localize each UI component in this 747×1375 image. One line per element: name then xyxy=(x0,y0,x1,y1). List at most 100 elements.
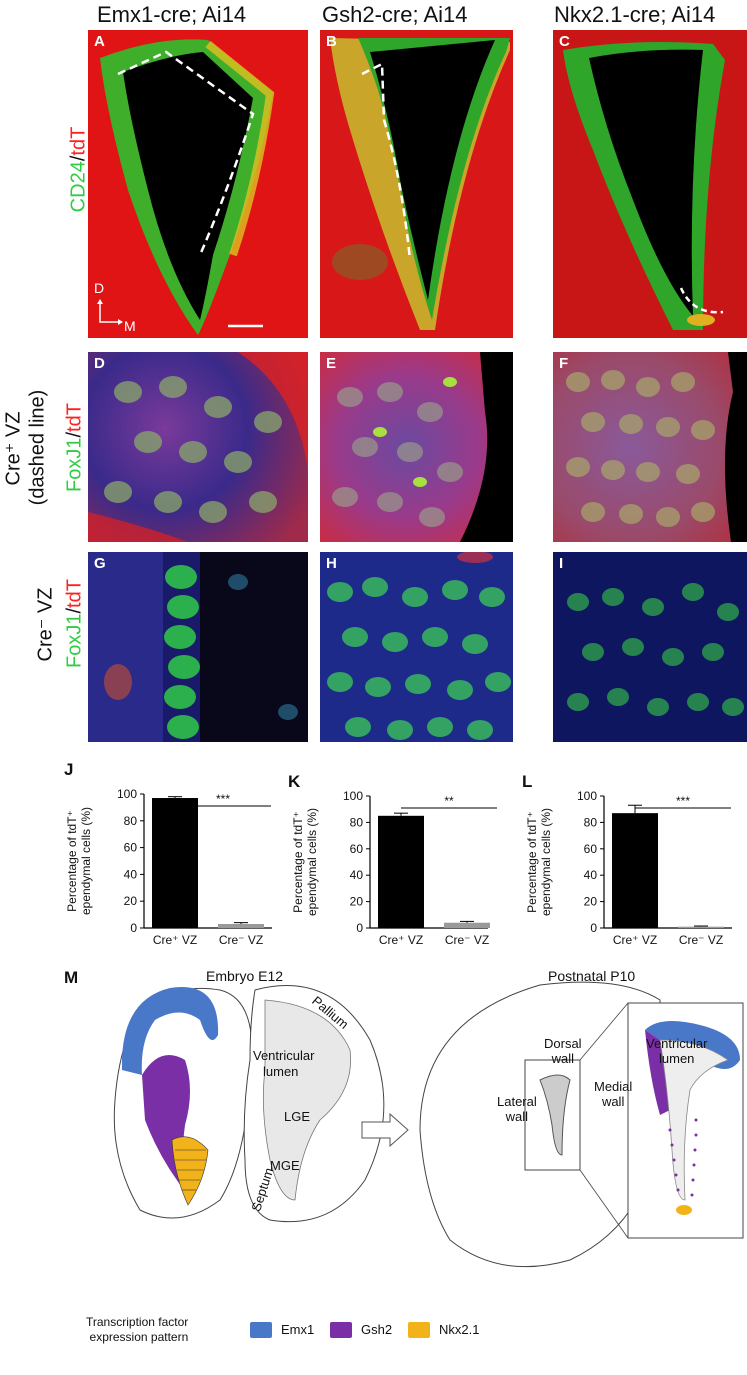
y-tick-label: 60 xyxy=(584,842,598,856)
orientation-medial-label: M xyxy=(124,318,136,334)
y-tick-label: 80 xyxy=(350,815,364,829)
panel-d-cre-pos-emx1: D xyxy=(88,352,308,542)
panel-letter-j: J xyxy=(64,760,74,779)
y-tick-label: 40 xyxy=(584,868,598,882)
lumen-label: lumen xyxy=(263,1064,299,1079)
inset-ventricular-lumen-label: Ventricular lumen xyxy=(646,1036,708,1066)
cells-image-i xyxy=(567,583,744,716)
panel-h-cre-neg-gsh2: H xyxy=(320,552,513,742)
panel-letter-h: H xyxy=(326,555,337,572)
legend-title: Transcription factor expression pattern xyxy=(86,1315,189,1344)
nkx21-region xyxy=(171,1136,209,1206)
panel-letter-l: L xyxy=(522,772,533,791)
significance-label: *** xyxy=(676,794,690,808)
y-tick-label: 100 xyxy=(343,789,363,803)
y-tick-label: 100 xyxy=(117,787,137,801)
bar xyxy=(378,815,424,928)
panel-b-gsh2-ventricle: B xyxy=(320,30,513,338)
row-label-foxj1-tdt-1: FoxJ1/tdT xyxy=(63,403,86,492)
bar xyxy=(218,923,264,928)
row-label-cre-neg-vz: Cre⁻ VZ xyxy=(34,587,57,662)
y-tick-label: 0 xyxy=(130,921,137,935)
x-tick-label: Cre⁺ VZ xyxy=(153,933,197,947)
emx1-region xyxy=(121,986,219,1075)
lateral-wall-label: Lateral wall xyxy=(497,1094,537,1124)
x-tick-label: Cre⁻ VZ xyxy=(445,933,489,947)
column-title-gsh2: Gsh2-cre; Ai14 xyxy=(322,2,468,27)
y-axis-label-line2: ependymal cells (%) xyxy=(305,808,319,916)
panel-letter-c: C xyxy=(559,33,570,50)
panel-letter-i: I xyxy=(559,555,564,572)
row-label-cre-pos-vz: Cre⁺ VZ xyxy=(2,411,25,486)
orientation-dorsal-label: D xyxy=(94,280,105,296)
y-axis-label-line1: Percentage of tdT⁺ xyxy=(291,811,305,913)
y-tick-label: 20 xyxy=(124,894,138,908)
panel-letter-m: M xyxy=(64,968,79,987)
postnatal-title: Postnatal P10 xyxy=(548,968,636,984)
legend-label-emx1: Emx1 xyxy=(281,1322,315,1337)
panel-letter-e: E xyxy=(326,355,337,372)
ventricular-label: Ventricular xyxy=(253,1048,315,1063)
lge-label: LGE xyxy=(284,1109,311,1124)
bar-chart-l: 0 20 40 60 80 100 Percentage of tdT⁺ ependymal … xyxy=(525,789,732,947)
y-tick-label: 100 xyxy=(577,789,597,803)
x-tick-label: Cre⁺ VZ xyxy=(613,933,657,947)
panel-e-cre-pos-gsh2: E xyxy=(320,352,513,542)
y-tick-label: 80 xyxy=(124,814,138,828)
legend-label-gsh2: Gsh2 xyxy=(361,1322,393,1337)
legend-swatch-gsh2 xyxy=(330,1322,352,1338)
cells-image-g xyxy=(88,552,308,742)
embryo-title: Embryo E12 xyxy=(206,968,284,984)
legend-swatch-nkx21 xyxy=(408,1322,430,1338)
y-tick-label: 80 xyxy=(584,815,598,829)
y-axis-label-line1: Percentage of tdT⁺ xyxy=(525,811,539,913)
cells-image-f xyxy=(566,352,747,542)
medial-wall-label: Medial wall xyxy=(594,1079,633,1109)
column-title-emx1: Emx1-cre; Ai14 xyxy=(97,2,247,27)
y-tick-label: 40 xyxy=(124,867,138,881)
bar xyxy=(612,813,658,928)
panel-i-cre-neg-nkx21: I xyxy=(553,552,747,742)
mge-label: MGE xyxy=(270,1158,300,1173)
orientation-arrows-icon xyxy=(97,299,123,325)
panel-a-emx1-ventricle: A D M xyxy=(88,30,308,338)
column-title-nkx21: Nkx2.1-cre; Ai14 xyxy=(554,2,716,27)
cells-image-d xyxy=(88,352,308,542)
bar xyxy=(444,922,490,928)
ventricle-image-b xyxy=(330,38,510,330)
x-tick-label: Cre⁻ VZ xyxy=(679,933,723,947)
x-tick-label: Cre⁺ VZ xyxy=(379,933,423,947)
significance-label: *** xyxy=(216,792,230,806)
cells-image-h xyxy=(327,552,511,740)
panel-letter-d: D xyxy=(94,355,105,372)
brain-schematic xyxy=(113,981,744,1268)
bar-chart-k: 0 20 40 60 80 100 Percentage of tdT⁺ ependymal … xyxy=(291,789,497,947)
x-tick-label: Cre⁻ VZ xyxy=(219,933,263,947)
ventricle-image-a xyxy=(100,39,275,335)
bar-chart-j: 0 20 40 60 80 100 Percentage of tdT⁺ ependymal … xyxy=(65,787,272,947)
significance-label: ** xyxy=(444,794,454,808)
panel-letter-g: G xyxy=(94,555,106,572)
y-tick-label: 20 xyxy=(350,895,364,909)
y-tick-label: 0 xyxy=(356,921,363,935)
y-axis-label-line1: Percentage of tdT⁺ xyxy=(65,810,79,912)
y-tick-label: 40 xyxy=(350,868,364,882)
y-axis-label-line2: ependymal cells (%) xyxy=(539,808,553,916)
ventricle-image-c xyxy=(563,42,725,330)
panel-letter-b: B xyxy=(326,33,337,50)
y-axis-label-line2: ependymal cells (%) xyxy=(79,807,93,915)
row-label-foxj1-tdt-2: FoxJ1/tdT xyxy=(63,579,86,668)
y-tick-label: 20 xyxy=(584,895,598,909)
y-tick-label: 60 xyxy=(350,842,364,856)
bar xyxy=(678,926,724,928)
y-tick-label: 0 xyxy=(590,921,597,935)
y-tick-label: 60 xyxy=(124,841,138,855)
panel-letter-f: F xyxy=(559,355,569,372)
legend-label-nkx21: Nkx2.1 xyxy=(439,1322,480,1337)
row-label-dashed-line: (dashed line) xyxy=(26,389,49,506)
legend-swatch-emx1 xyxy=(250,1322,272,1338)
panel-f-cre-pos-nkx21: F xyxy=(553,352,747,542)
panel-letter-a: A xyxy=(94,33,105,50)
cells-image-e xyxy=(332,352,513,542)
panel-g-cre-neg-emx1: G xyxy=(88,552,308,742)
